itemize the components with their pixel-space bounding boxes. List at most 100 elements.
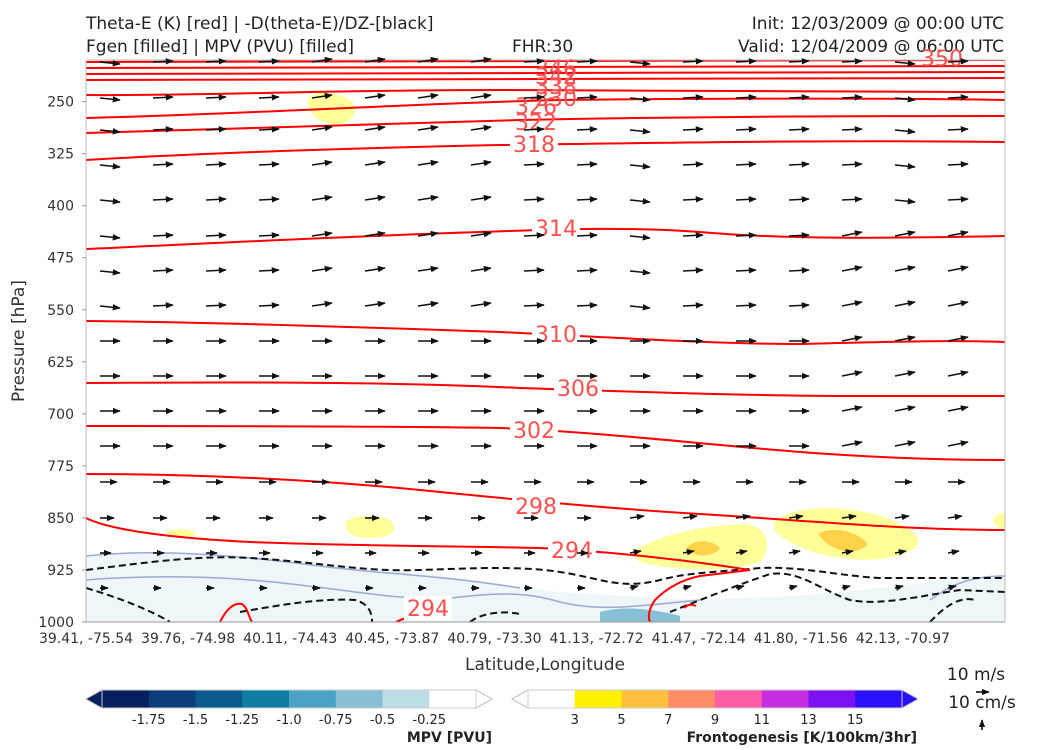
wind-vector <box>841 94 863 101</box>
wind-vector <box>841 300 863 307</box>
x-tick-label: 39.76, -74.98 <box>141 631 235 647</box>
wind-vector <box>576 58 598 65</box>
colorbar-segment <box>148 690 196 708</box>
wind-vector <box>576 94 598 101</box>
wind-vector <box>947 94 969 101</box>
wind-vector <box>947 230 969 237</box>
wind-vector <box>99 128 121 135</box>
wind-vector <box>311 194 333 202</box>
wind-vector <box>205 267 227 274</box>
wind-vector <box>788 267 810 274</box>
wind-vector <box>205 94 227 101</box>
wind-vector <box>735 232 757 239</box>
wind-vector <box>735 513 751 521</box>
wind-vector <box>99 198 121 205</box>
wind-vector <box>841 513 857 521</box>
colorbar-segment <box>855 690 903 708</box>
contour-label: 350 <box>921 47 963 72</box>
wind-vector <box>258 58 280 65</box>
wind-vector <box>99 304 121 311</box>
contour-label: 294 <box>551 539 593 564</box>
wind-vector <box>523 302 545 309</box>
wind-vector <box>470 300 492 308</box>
colorbar-tick-label: 9 <box>711 713 719 728</box>
wind-vector <box>311 300 333 308</box>
wind-vector <box>841 265 863 272</box>
wind-vector <box>364 300 386 308</box>
wind-vector <box>629 198 651 205</box>
x-tick-label: 41.80, -71.56 <box>754 631 848 647</box>
x-tick-label: 39.41, -75.54 <box>39 631 133 647</box>
wind-vector <box>205 302 227 309</box>
wind-vector <box>258 161 280 168</box>
wind-vector <box>841 230 863 237</box>
x-tick-label: 41.13, -72.72 <box>549 631 643 647</box>
init-time: Init: 12/03/2009 @ 00:00 UTC <box>751 14 1004 34</box>
wind-vector <box>894 198 916 205</box>
colorbar-tick-label: -1.5 <box>183 713 208 728</box>
colorbar-tick-label: 5 <box>617 713 625 728</box>
colorbar-segment <box>289 690 337 708</box>
contour-label: 310 <box>535 323 577 348</box>
wind-vector <box>258 302 280 309</box>
wind-vector <box>523 196 545 203</box>
wind-vector <box>364 265 386 273</box>
colorbar-tick-label: -1.25 <box>225 713 259 728</box>
colorbar-segment <box>102 690 150 708</box>
wind-vector <box>258 232 280 239</box>
wind-vector <box>576 196 598 203</box>
contour-label: 302 <box>513 419 555 444</box>
wind-vector <box>682 267 704 274</box>
wind-vector <box>152 94 174 101</box>
title-left-line-1: Theta-E (K) [red] | -D(theta-E)/DZ-[blac… <box>86 14 434 34</box>
wind-vector <box>841 196 863 203</box>
wind-vector <box>205 58 227 65</box>
wind-vector <box>99 234 121 241</box>
wind-vector <box>841 335 863 342</box>
fgen-fill <box>166 529 196 537</box>
colorbar-segment <box>808 690 856 708</box>
x-tick-label: 40.11, -74.43 <box>243 631 337 647</box>
wind-vector <box>417 56 439 64</box>
colorbar-tick-label: 7 <box>664 713 672 728</box>
contour-label: 306 <box>557 377 599 402</box>
wind-vector <box>523 232 545 239</box>
wind-vector <box>894 163 916 170</box>
wind-vector <box>205 232 227 239</box>
wind-vector <box>629 513 645 521</box>
contour-label: 342 <box>535 65 577 90</box>
wind-vector <box>629 96 651 103</box>
y-tick-label: 1000 <box>38 615 74 631</box>
wind-vector <box>523 126 545 133</box>
wind-vector <box>947 265 969 272</box>
colorbar-tick-label: -1.75 <box>132 713 166 728</box>
x-tick-label: 40.79, -73.30 <box>447 631 541 647</box>
wind-vector <box>947 370 969 377</box>
wind-scale-vertical: 10 cm/s <box>948 693 1016 713</box>
wind-vector <box>788 58 810 65</box>
wind-vector <box>682 94 704 101</box>
y-tick-label: 700 <box>47 407 74 423</box>
y-tick-label: 325 <box>47 147 74 163</box>
wind-vector <box>258 94 280 101</box>
valid-time: Valid: 12/04/2009 @ 06:00 UTC <box>738 37 1004 57</box>
y-tick-label: 625 <box>47 355 74 371</box>
wind-vector <box>735 549 748 556</box>
colorbar-segment <box>668 690 716 708</box>
colorbar-tick-label: 3 <box>571 713 579 728</box>
fgen-fill <box>345 516 394 538</box>
wind-vector <box>629 549 642 556</box>
wind-vector <box>523 94 545 101</box>
wind-vector <box>417 300 439 308</box>
colorbar-segment <box>242 690 290 708</box>
wind-vector <box>470 124 492 132</box>
wind-vector <box>152 267 174 274</box>
wind-vector <box>576 302 598 309</box>
wind-vector <box>311 56 333 64</box>
wind-vector <box>417 124 439 132</box>
y-axis-label: Pressure [hPa] <box>9 280 29 402</box>
wind-vector <box>523 161 545 168</box>
wind-vector <box>417 159 439 167</box>
colorbar-segment <box>528 690 576 708</box>
wind-vector <box>894 300 916 307</box>
